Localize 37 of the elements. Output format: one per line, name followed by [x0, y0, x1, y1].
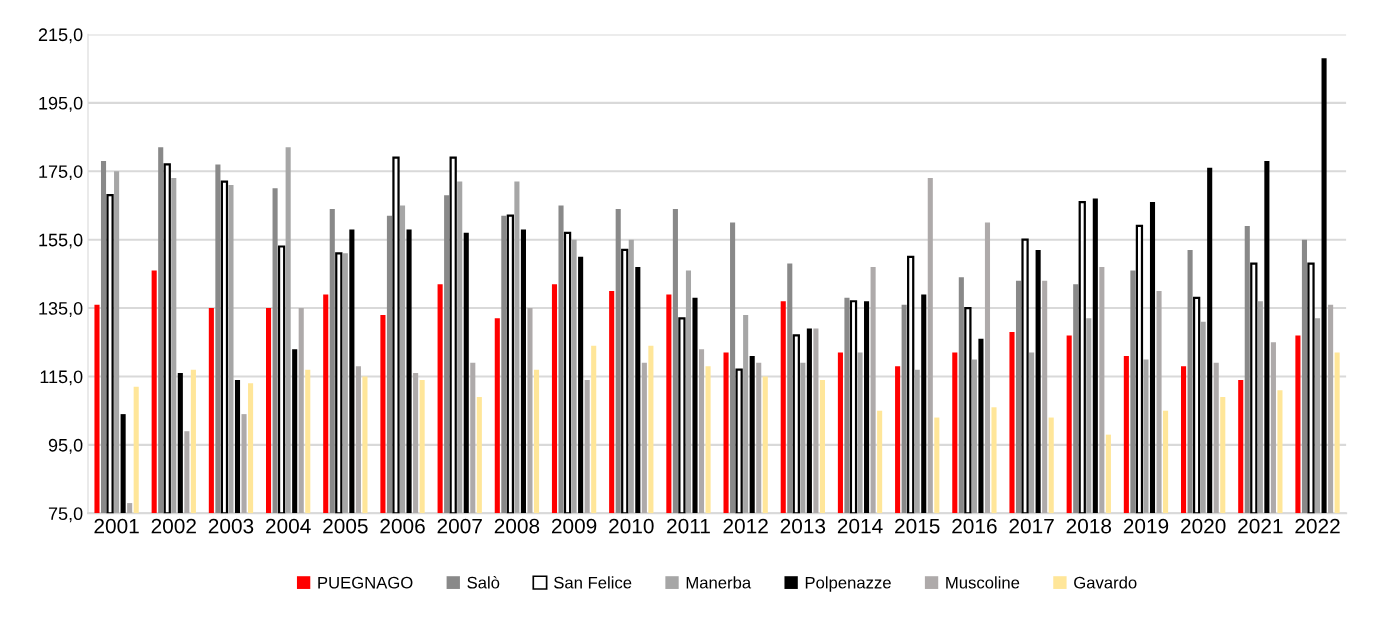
- y-tick-label: 115,0: [40, 370, 83, 386]
- x-tick-label: 2017: [1009, 518, 1054, 534]
- y-tick-label: 175,0: [39, 165, 83, 181]
- x-tick-label: 2009: [551, 518, 597, 534]
- x-tick-label: 2005: [323, 518, 368, 534]
- legend-label: San Felice: [554, 576, 632, 589]
- x-tick-label: 2013: [780, 518, 826, 534]
- legend-label: Gavardo: [1074, 576, 1137, 589]
- x-tick-label: 2014: [837, 518, 883, 534]
- x-tick-label: 2007: [437, 518, 482, 534]
- x-tick-label: 2004: [266, 518, 311, 534]
- y-tick-label: 215,0: [38, 28, 83, 44]
- x-tick-label: 2012: [723, 518, 768, 534]
- x-tick-label: 2010: [609, 518, 654, 534]
- y-tick-label: 95,0: [48, 438, 83, 454]
- y-tick-label: 75,0: [48, 507, 83, 523]
- x-tick-label: 2011: [667, 518, 710, 534]
- x-tick-label: 2008: [494, 518, 540, 534]
- y-tick-label: 155,0: [39, 233, 83, 249]
- x-tick-label: 2019: [1123, 518, 1169, 534]
- x-tick-label: 2015: [895, 518, 940, 534]
- legend-label: Manerba: [686, 576, 752, 589]
- x-tick-label: 2021: [1238, 518, 1283, 534]
- y-tick-label: 135,0: [39, 302, 83, 317]
- x-tick-label: 2002: [151, 518, 196, 534]
- x-tick-label: 2006: [380, 518, 425, 534]
- legend-label: Salò: [467, 576, 500, 589]
- x-tick-label: 2020: [1181, 518, 1226, 534]
- x-tick-label: 2018: [1066, 518, 1112, 534]
- y-tick-label: 195,0: [39, 96, 83, 112]
- x-tick-label: 2001: [94, 518, 139, 534]
- legend-label: Muscoline: [946, 576, 1020, 589]
- x-tick-label: 2016: [952, 518, 997, 534]
- x-tick-label: 2022: [1295, 518, 1340, 534]
- x-tick-label: 2003: [208, 518, 254, 534]
- legend-label: PUEGNAGO: [318, 576, 413, 589]
- legend-label: Polpenazze: [805, 576, 891, 592]
